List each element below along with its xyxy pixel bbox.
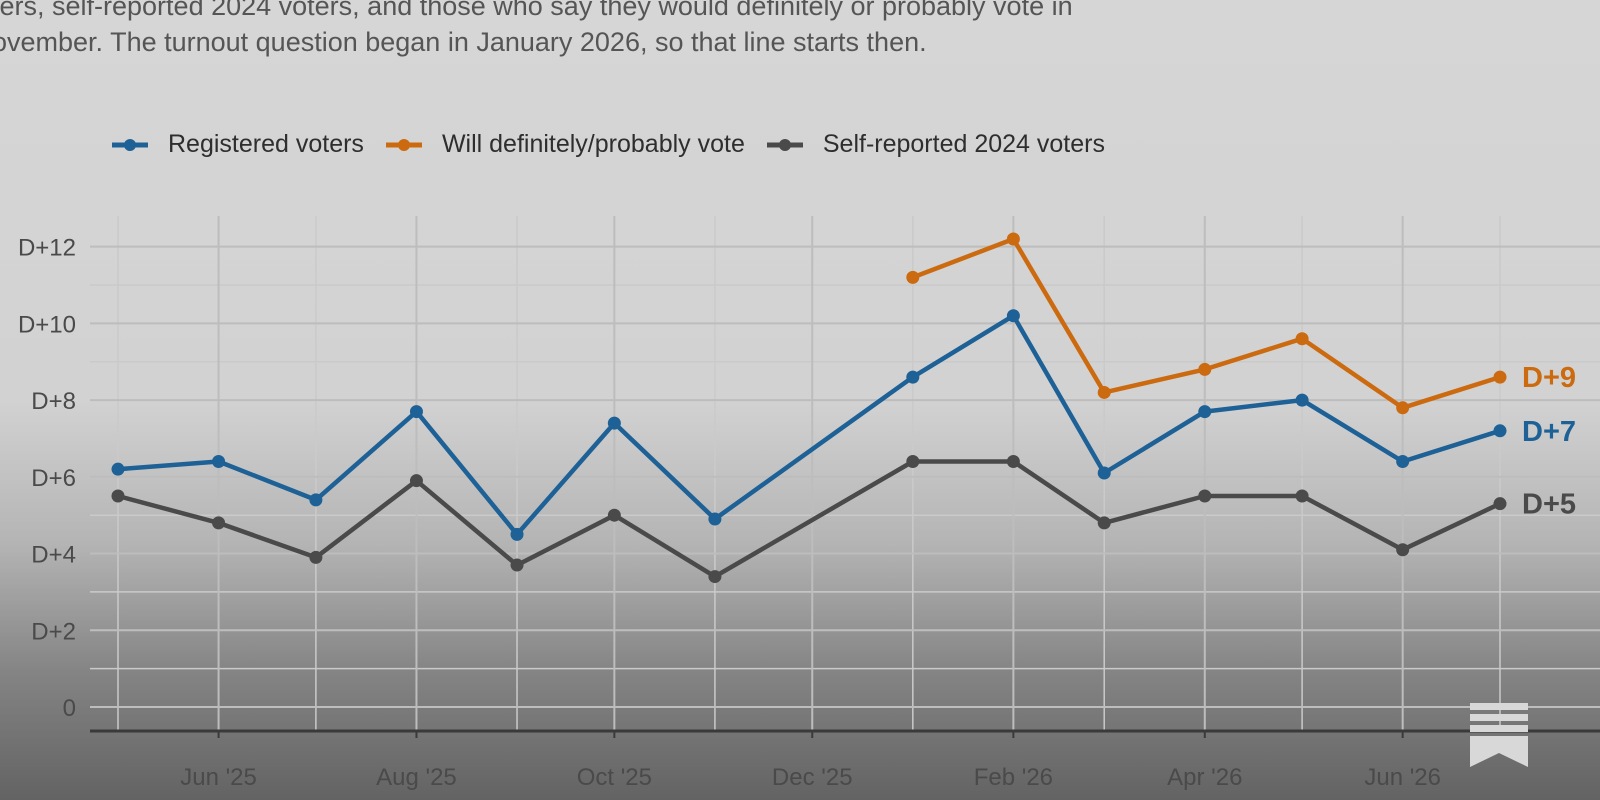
chart-legend: Registered voters Will definitely/probab… bbox=[112, 130, 1127, 159]
data-point-definitely bbox=[906, 270, 920, 284]
data-point-definitely bbox=[1198, 362, 1212, 376]
data-point-registered bbox=[409, 405, 423, 419]
series-line-registered bbox=[115, 313, 1503, 537]
y-tick-label: D+6 bbox=[31, 465, 76, 492]
subtitle-line-1: ters, self-reported 2024 voters, and tho… bbox=[0, 0, 1073, 21]
legend-key-definitely bbox=[385, 138, 422, 151]
y-tick-label: D+12 bbox=[18, 235, 76, 262]
end-label-selfreported: D+5 bbox=[1522, 489, 1576, 521]
x-tick-label: Oct '25 bbox=[577, 764, 652, 791]
data-point-selfreported bbox=[1493, 497, 1507, 511]
legend-key-selfreported bbox=[766, 138, 803, 151]
data-point-selfreported bbox=[1198, 489, 1212, 503]
data-point-registered bbox=[708, 512, 722, 526]
x-tick-label: Jun '26 bbox=[1364, 764, 1441, 791]
data-point-selfreported bbox=[1006, 454, 1020, 468]
y-tick-label: D+2 bbox=[31, 618, 76, 645]
legend-label-registered: Registered voters bbox=[168, 130, 364, 158]
data-point-registered bbox=[1493, 424, 1507, 438]
x-tick-label: Apr '26 bbox=[1167, 764, 1242, 791]
data-point-selfreported bbox=[510, 558, 524, 572]
x-tick-label: Feb '26 bbox=[974, 764, 1053, 791]
data-point-selfreported bbox=[409, 474, 423, 488]
data-point-selfreported bbox=[1295, 489, 1309, 503]
x-tick-label: Dec '25 bbox=[772, 764, 853, 791]
data-point-registered bbox=[1295, 393, 1309, 407]
end-label-definitely: D+9 bbox=[1522, 362, 1576, 394]
data-point-selfreported bbox=[1097, 516, 1111, 530]
legend-label-definitely: Will definitely/probably vote bbox=[441, 130, 745, 158]
y-tick-label: D+10 bbox=[18, 311, 76, 338]
data-point-registered bbox=[906, 370, 920, 384]
y-tick-label: 0 bbox=[63, 695, 76, 722]
x-tick-label: Aug '25 bbox=[376, 764, 457, 791]
data-point-registered bbox=[212, 454, 226, 468]
data-point-registered bbox=[607, 416, 621, 430]
data-point-selfreported bbox=[212, 516, 226, 530]
data-point-selfreported bbox=[111, 489, 125, 503]
data-point-registered bbox=[1198, 405, 1212, 419]
data-point-definitely bbox=[1295, 332, 1309, 346]
data-point-registered bbox=[309, 493, 323, 507]
data-point-definitely bbox=[1396, 401, 1410, 415]
subtitle-line-2: ovember. The turnout question began in J… bbox=[0, 27, 927, 57]
data-point-selfreported bbox=[309, 550, 323, 564]
series-line-selfreported bbox=[115, 459, 1503, 579]
data-point-definitely bbox=[1493, 370, 1507, 384]
data-point-selfreported bbox=[708, 570, 722, 584]
data-point-selfreported bbox=[607, 508, 621, 522]
data-point-definitely bbox=[1006, 232, 1020, 246]
data-point-registered bbox=[1006, 309, 1020, 323]
data-point-registered bbox=[510, 527, 524, 541]
legend-item-registered: Registered voters bbox=[112, 130, 364, 159]
data-point-registered bbox=[1396, 454, 1410, 468]
legend-item-definitely: Will definitely/probably vote bbox=[385, 130, 745, 159]
data-point-definitely bbox=[1097, 385, 1111, 399]
y-tick-label: D+4 bbox=[31, 542, 76, 569]
data-point-selfreported bbox=[1396, 543, 1410, 557]
data-point-registered bbox=[1097, 466, 1111, 480]
bookmark-icon[interactable] bbox=[1470, 703, 1528, 767]
legend-item-selfreported: Self-reported 2024 voters bbox=[766, 130, 1105, 159]
end-label-registered: D+7 bbox=[1522, 416, 1576, 448]
y-tick-label: D+8 bbox=[31, 388, 76, 415]
data-point-registered bbox=[111, 462, 125, 476]
chart-subtitle: ters, self-reported 2024 voters, and tho… bbox=[0, 0, 1392, 60]
data-point-selfreported bbox=[906, 454, 920, 468]
legend-label-selfreported: Self-reported 2024 voters bbox=[822, 130, 1105, 158]
x-tick-label: Jun '25 bbox=[180, 764, 257, 791]
legend-key-registered bbox=[112, 138, 148, 151]
